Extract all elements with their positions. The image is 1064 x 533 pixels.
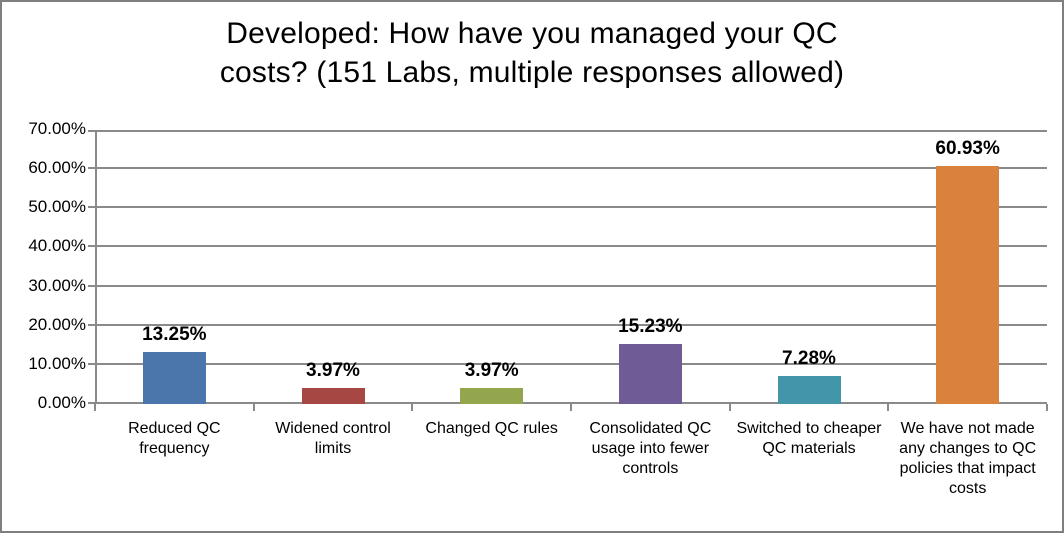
y-axis-tick [88, 167, 95, 170]
category-label: Switched to cheaper QC materials [736, 420, 882, 457]
bar-value-label: 3.97% [464, 360, 519, 381]
y-axis-tick [88, 402, 95, 404]
y-axis-tick [88, 362, 95, 365]
bar-value-label: 3.97% [306, 360, 360, 381]
x-axis-tick [252, 404, 255, 411]
y-tick-label: 10.00% [28, 353, 86, 373]
gridline [95, 130, 1047, 132]
bar [460, 388, 524, 404]
chart-title-line-1: Developed: How have you managed your QC [226, 17, 838, 50]
category-label: Consolidated QC usage into fewer control… [589, 420, 712, 477]
gridline [95, 245, 1047, 248]
y-tick-label: 40.00% [28, 236, 86, 256]
bar-value-label: 13.25% [142, 324, 207, 345]
gridline [95, 206, 1047, 209]
y-tick-label: 30.00% [28, 275, 86, 295]
gridline [95, 402, 1047, 404]
y-axis-tick [88, 323, 95, 326]
plot-area: 13.25% 3.97% 3.97% 15.23% 7.28% 60.93% [88, 130, 1048, 411]
category-label: We have not made any changes to QC polic… [899, 420, 1037, 497]
chart-title: Developed: How have you managed your QC … [2, 14, 1062, 92]
bar [301, 388, 365, 404]
bar-value-label: 15.23% [618, 316, 683, 337]
x-axis: Reduced QC frequency Widened control limi… [95, 419, 1047, 529]
bar [142, 352, 206, 404]
y-axis-tick [88, 130, 95, 132]
x-axis-tick [570, 404, 572, 411]
y-axis-line [95, 130, 97, 404]
y-axis: 0.00% 10.00% 20.00% 30.00% 40.00% 50.00% 60.00… [2, 119, 95, 412]
gridline [95, 167, 1047, 170]
gridline [95, 362, 1047, 365]
bar-value-label: 60.93% [935, 138, 1000, 159]
bar-value-label: 7.28% [782, 348, 836, 369]
bar [936, 166, 1000, 404]
y-tick-label: 20.00% [28, 314, 86, 334]
y-tick-label: 70.00% [28, 119, 86, 138]
x-axis-tick [728, 404, 731, 411]
y-tick-label: 50.00% [28, 197, 86, 217]
y-axis-tick [88, 284, 95, 287]
y-axis-tick [88, 245, 95, 248]
y-axis-tick [88, 206, 95, 209]
x-axis-tick [94, 404, 96, 411]
x-axis-tick [1046, 404, 1048, 411]
y-tick-label: 60.00% [28, 158, 86, 178]
x-axis-tick [411, 404, 414, 411]
x-axis-tick [887, 404, 890, 411]
category-label: Widened control limits [275, 420, 391, 457]
category-label: Changed QC rules [425, 420, 558, 437]
gridline [95, 323, 1047, 326]
bar [618, 344, 682, 404]
bar [777, 376, 841, 404]
y-tick-label: 0.00% [37, 393, 86, 412]
gridline [95, 284, 1047, 287]
category-label: Reduced QC frequency [128, 420, 221, 457]
chart-title-line-2: costs? (151 Labs, multiple responses all… [219, 56, 845, 89]
